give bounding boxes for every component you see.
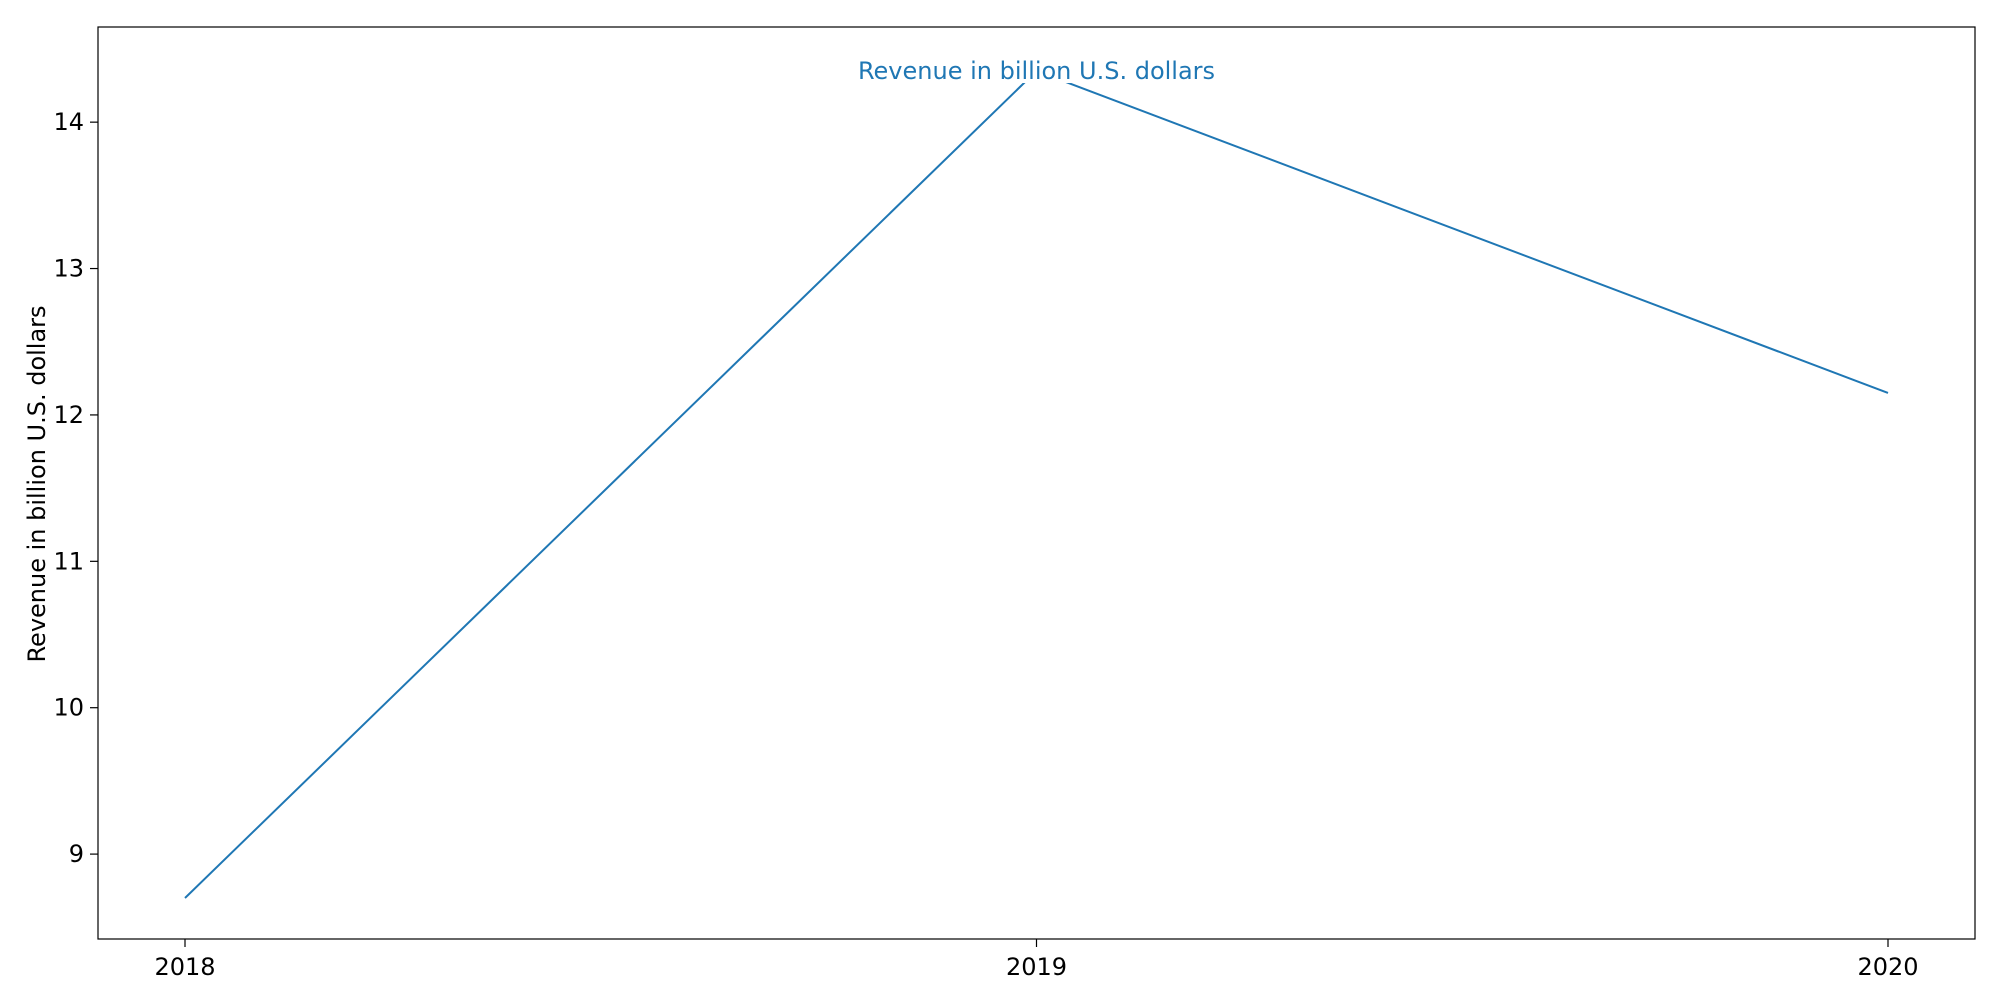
x-tick-label: 2020 [1857,953,1918,981]
plot-area [97,26,1976,940]
series-annotation: Revenue in billion U.S. dollars [858,57,1215,85]
revenue-series-line [184,69,1889,899]
y-axis-ticks: 9 10 11 12 13 14 [53,108,98,868]
y-tick-label: 9 [69,840,84,868]
y-tick-label: 13 [53,255,84,283]
y-tick-label: 11 [53,547,84,575]
x-tick-label: 2019 [1006,953,1067,981]
y-tick-label: 14 [53,108,84,136]
y-tick-label: 12 [53,401,84,429]
y-axis-label: Revenue in billion U.S. dollars [23,305,51,662]
y-tick-label: 10 [53,694,84,722]
x-tick-label: 2018 [154,953,215,981]
x-axis-ticks: 2018 2019 2020 [154,939,1919,981]
